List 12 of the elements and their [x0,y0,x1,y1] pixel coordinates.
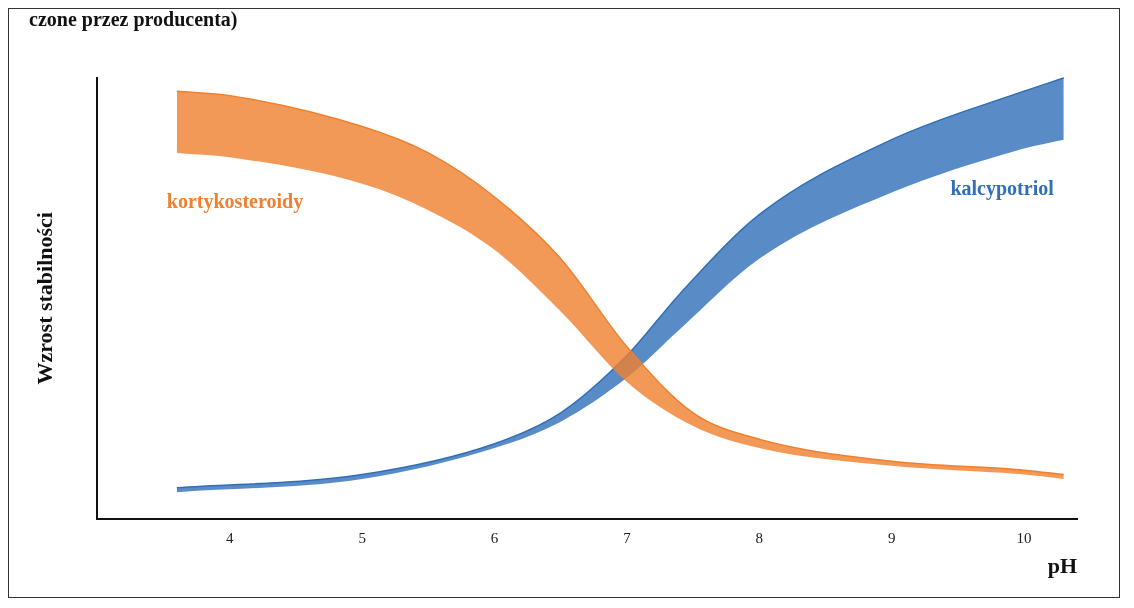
x-tick-label: 10 [1016,529,1032,546]
x-tick-label: 5 [358,529,366,546]
x-axis-title: pH [1047,553,1077,579]
x-tick-label: 8 [755,529,764,546]
text: kalcypotriol [950,176,1055,200]
x-tick-label: 6 [490,529,499,546]
y-axis-title: Wzrost stabilności [31,212,57,385]
chart-title: czone przez producenta) [29,8,238,32]
text: kortykosteroidy [166,190,304,214]
x-tick-label: 7 [623,529,632,546]
x-tick-label: 9 [887,529,896,546]
x-tick-label: 4 [226,529,235,546]
